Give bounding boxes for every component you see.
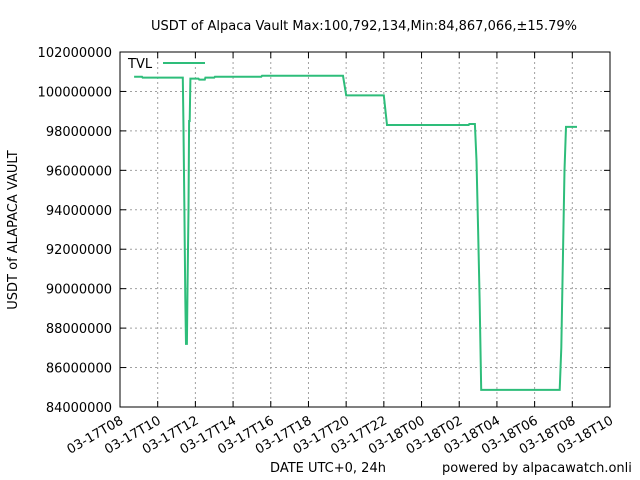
y-tick-label: 90000000 xyxy=(46,283,112,298)
y-tick-label: 94000000 xyxy=(46,204,112,219)
grid-lines xyxy=(120,52,610,407)
x-axis-label: DATE UTC+0, 24h xyxy=(270,461,386,476)
legend-label-tvl: TVL xyxy=(127,57,153,72)
y-tick-label: 102000000 xyxy=(38,46,112,61)
y-tick-label: 88000000 xyxy=(46,322,112,337)
y-axis-label: USDT of ALAPACA VAULT xyxy=(6,150,21,310)
y-tick-label: 84000000 xyxy=(46,401,112,416)
y-tick-label: 92000000 xyxy=(46,243,112,258)
axis-ticks xyxy=(119,51,611,408)
y-tick-labels: 84000000 86000000 88000000 90000000 92000000… xyxy=(38,46,112,416)
series-line-tvl xyxy=(134,74,577,391)
legend: TVL xyxy=(127,57,205,72)
plot-frame xyxy=(119,51,611,408)
chart-title: USDT of Alpaca Vault Max:100,792,134,Min… xyxy=(151,19,577,34)
y-tick-label: 86000000 xyxy=(46,362,112,377)
x-tick-labels: 03-17T0803-17T1003-17T1203-17T1403-17T16… xyxy=(65,413,616,457)
y-tick-label: 98000000 xyxy=(46,125,112,140)
y-tick-label: 96000000 xyxy=(46,164,112,179)
y-tick-label: 100000000 xyxy=(38,85,112,100)
footer-credit: powered by alpacawatch.onli xyxy=(442,461,632,476)
